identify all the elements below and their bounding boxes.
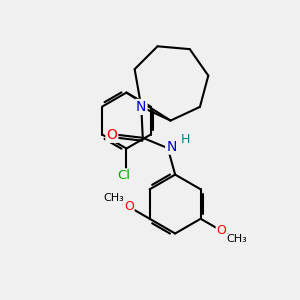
Text: N: N: [136, 100, 146, 114]
Text: CH₃: CH₃: [226, 234, 247, 244]
Text: N: N: [166, 140, 176, 154]
Text: H: H: [181, 133, 190, 146]
Text: O: O: [217, 224, 226, 237]
Text: CH₃: CH₃: [103, 193, 124, 203]
Text: Cl: Cl: [117, 169, 130, 182]
Text: O: O: [124, 200, 134, 213]
Text: O: O: [106, 128, 117, 142]
